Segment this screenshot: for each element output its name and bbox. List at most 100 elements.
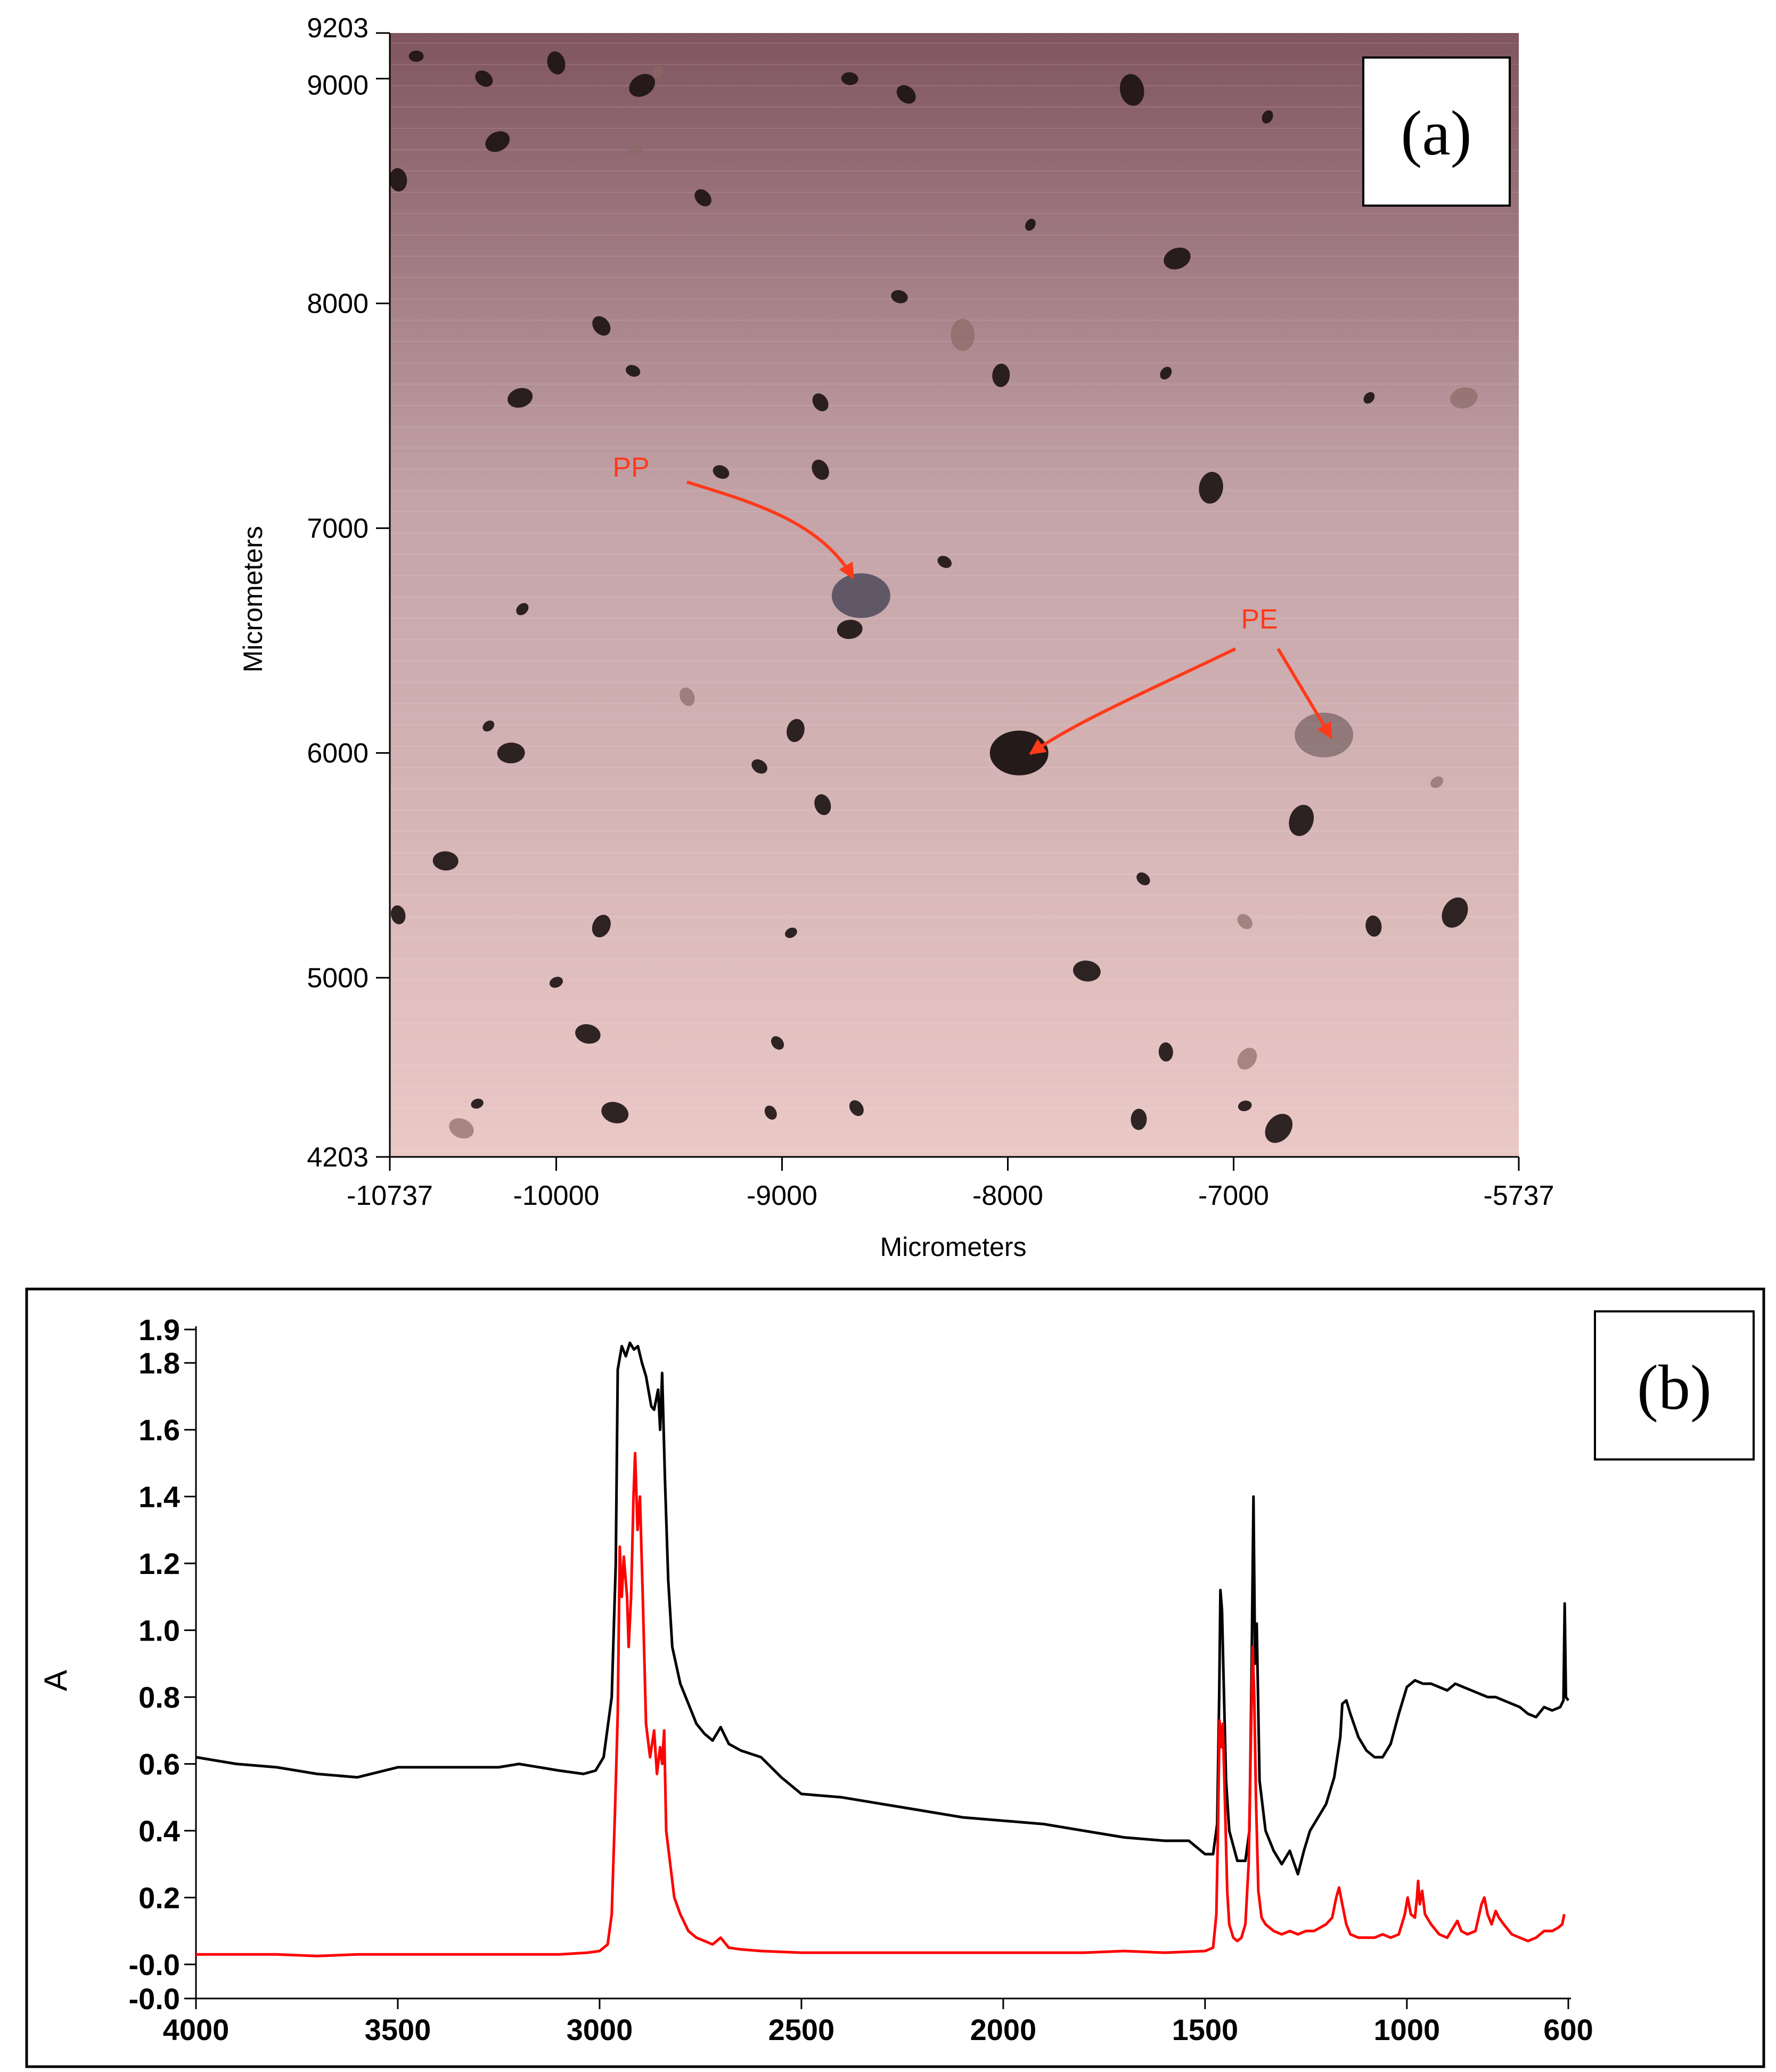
particle-pp-1 [831, 573, 890, 618]
particle [849, 1100, 864, 1116]
panel-a-y-tick-label: 9203 [307, 13, 369, 44]
particle [764, 1105, 777, 1120]
particle [432, 851, 459, 871]
particle [629, 74, 655, 97]
particle [1025, 218, 1036, 231]
panel-a-x-tick-label: -8000 [972, 1180, 1043, 1211]
particle [1199, 471, 1223, 504]
particle [814, 794, 831, 815]
panel-b-y-tick-label: 1.4 [138, 1480, 180, 1514]
panel-b-y-tick-label: 0.4 [138, 1814, 180, 1848]
particle [812, 393, 829, 412]
particle [787, 719, 805, 743]
particle [1363, 392, 1375, 404]
panel-b-y-tick-label: -0.0 [129, 1948, 181, 1981]
panel-b-y-tick-label: 1.2 [138, 1547, 180, 1580]
particle [1237, 914, 1253, 929]
particle [1442, 897, 1468, 928]
annotation-pe-arrow-1 [1029, 647, 1237, 755]
particle [1238, 1100, 1252, 1112]
micrograph-scan-lines [390, 33, 1519, 1157]
panel-b-y-ticks: -0.0-0.0 0.2 0.4 0.6 0.8 1.0 1.2 1.4 1.6 1.81.9 [129, 1313, 196, 2016]
particle [601, 1102, 629, 1124]
panel-b-x-tick-label: 2500 [768, 2013, 835, 2046]
particle [891, 290, 908, 304]
panel-b-x-tick-label: 2000 [970, 2013, 1037, 2046]
particle [471, 1098, 484, 1109]
particle [680, 687, 695, 706]
particle [1262, 110, 1273, 124]
particle [549, 976, 563, 988]
particle [713, 465, 730, 479]
panel-b-y-tick-label: 1.0 [138, 1614, 180, 1647]
particle [592, 316, 611, 336]
particle [841, 72, 858, 85]
particle [1131, 1108, 1147, 1130]
particle [626, 365, 641, 377]
particle [1365, 915, 1382, 937]
annotation-pe-label: PE [1241, 604, 1278, 635]
particle [497, 743, 525, 764]
panel-b-y-tick-label: -0.0 [129, 1982, 181, 2016]
particle [508, 388, 533, 408]
particle [751, 759, 767, 774]
panel-a-y-tick-label: 7000 [307, 513, 369, 544]
panel-b-x-tick-label: 1000 [1374, 2013, 1441, 2046]
panel-b-x-tick-label: 3000 [567, 2013, 633, 2046]
particle [516, 603, 529, 616]
panel-b-label-box [1594, 1310, 1755, 1461]
panel-a-label: (a) [1401, 97, 1471, 168]
particle [1237, 1048, 1257, 1070]
annotation-pp-arrow [686, 480, 855, 580]
panel-b-y-tick-label: 0.6 [138, 1748, 180, 1781]
particle [482, 720, 495, 732]
particle-layer [389, 50, 1478, 1143]
particle [896, 85, 916, 104]
particle [592, 915, 611, 937]
particle [694, 189, 711, 207]
particle [1158, 1042, 1173, 1062]
panel-b-y-axis-label: A [38, 1670, 73, 1691]
panel-a-x-axis-label: Micrometers [880, 1232, 1026, 1262]
panel-b-series [195, 1341, 1570, 1957]
spectrum-line-black [195, 1341, 1570, 1876]
panel-b-y-tick-label: 0.2 [138, 1881, 180, 1915]
panel-a-y-tick-label: 5000 [307, 963, 369, 994]
panel-b-x-tick-label: 4000 [163, 2013, 230, 2046]
particle-pe-2 [1295, 712, 1354, 757]
particle [449, 1118, 474, 1139]
panel-b-x-tick-label: 3500 [365, 2013, 431, 2046]
panel-a-y-axis-label: Micrometers [238, 526, 268, 672]
panel-b-x-tick-label: 600 [1543, 2013, 1593, 2046]
particle-pe-1 [989, 730, 1049, 776]
particle [812, 459, 829, 480]
particle [547, 51, 566, 75]
panel-b-y-tick-label: 1.9 [138, 1313, 180, 1347]
panel-b-y-tick-label: 1.6 [138, 1413, 180, 1447]
particle [475, 70, 493, 87]
panel-b-y-tick-label: 0.8 [138, 1681, 180, 1714]
panel-b-x-ticks: 4000 3500 3000 2500 2000 1500 1000 600 [163, 1998, 1593, 2046]
panel-a-y-tick-label: 4203 [307, 1142, 369, 1173]
panel-b-spectrum: -0.0-0.0 0.2 0.4 0.6 0.8 1.0 1.2 1.4 1.6 1.81.9 4… [25, 1287, 1765, 2068]
particle [1073, 960, 1101, 982]
particle [785, 927, 797, 939]
panel-a-x-tick-label: -7000 [1198, 1180, 1269, 1211]
particle [575, 1024, 601, 1044]
panel-a-x-tick-label: -9000 [747, 1180, 817, 1211]
panel-a-y-ticks: 4203 5000 6000 7000 8000 9000 9203 [307, 13, 390, 1173]
particle [1430, 776, 1444, 788]
particle [837, 619, 863, 639]
panel-a-x-tick-label: -5737 [1484, 1180, 1554, 1211]
panel-a-x-tick-label: -10737 [347, 1180, 433, 1211]
particle [1160, 366, 1172, 380]
particle [485, 131, 510, 152]
panel-a-y-tick-label: 8000 [307, 289, 369, 320]
panel-b-x-tick-label: 1500 [1172, 2013, 1239, 2046]
panel-a-y-tick-label: 9000 [307, 70, 369, 101]
panel-a-label-box [1362, 56, 1511, 207]
panel-a-y-tick-label: 6000 [307, 738, 369, 769]
particle [1119, 74, 1144, 106]
panel-a-x-ticks: -10737 -10000 -9000 -8000 -7000 -5737 [347, 1157, 1554, 1211]
